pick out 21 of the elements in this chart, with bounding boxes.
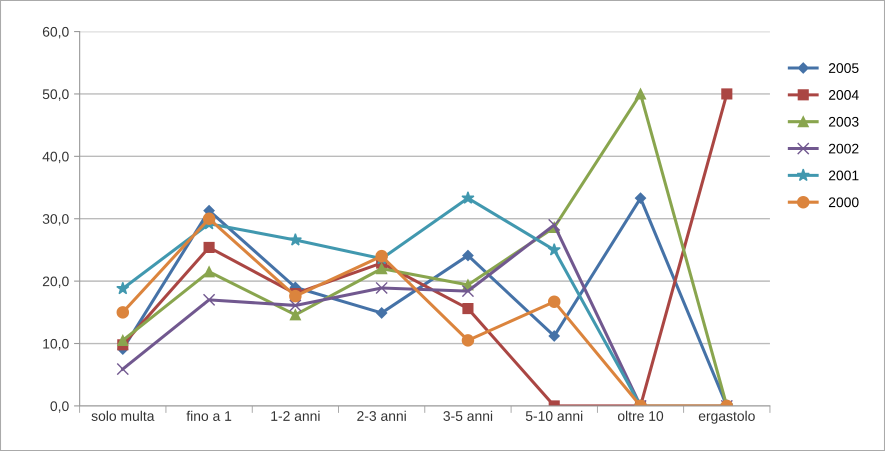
y-tick-label: 20,0 bbox=[42, 276, 69, 288]
x-tick-label: 2-3 anni bbox=[357, 410, 406, 421]
legend-label: 2004 bbox=[828, 90, 859, 100]
x-tick-label: 5-10 anni bbox=[526, 410, 582, 421]
x-tick-label: fino a 1 bbox=[186, 410, 232, 421]
y-tick-label: 60,0 bbox=[42, 26, 69, 38]
x-tick-label: solo multa bbox=[92, 410, 154, 421]
legend-label: 2001 bbox=[828, 170, 858, 180]
x-tick-label: 1-2 anni bbox=[271, 410, 320, 421]
legend-label: 2005 bbox=[828, 63, 859, 74]
legend-label: 2000 bbox=[828, 197, 859, 208]
y-tick-label: 0,0 bbox=[50, 401, 69, 413]
legend-label: 2002 bbox=[828, 144, 858, 154]
y-tick-label: 30,0 bbox=[42, 214, 69, 226]
y-tick-label: 10,0 bbox=[43, 338, 69, 350]
legend-label: 2003 bbox=[828, 116, 859, 127]
y-tick-label: 40,0 bbox=[42, 152, 69, 164]
x-tick-label: ergastolo bbox=[698, 410, 755, 424]
x-tick-label: 3-5 anni bbox=[443, 410, 492, 421]
x-tick-label: oltre 10 bbox=[618, 410, 664, 421]
y-tick-label: 50,0 bbox=[42, 89, 69, 101]
